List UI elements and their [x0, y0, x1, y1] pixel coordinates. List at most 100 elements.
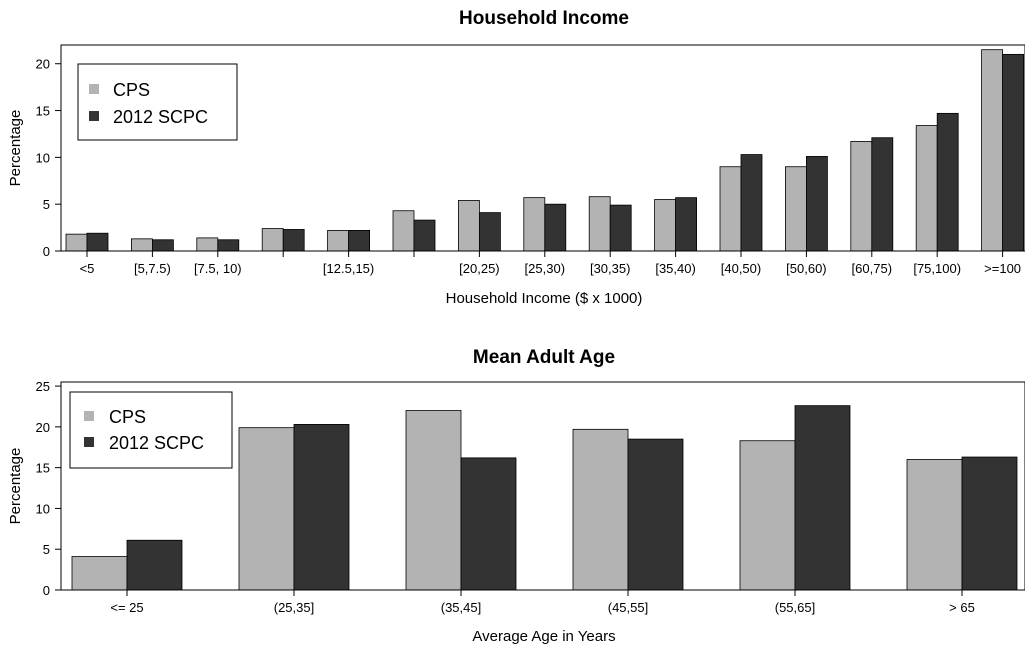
age-legend-label-cps: CPS	[109, 407, 146, 427]
income-legend-box	[77, 63, 238, 141]
income-legend-label-cps: CPS	[113, 80, 150, 100]
income-x-tick-label-14: >=100	[984, 261, 1021, 276]
age-bar-scpc-1	[293, 424, 350, 591]
age-y-tick-label-1: 5	[43, 542, 50, 557]
income-x-axis-label: Household Income ($ x 1000)	[446, 290, 643, 307]
age-chart-title: Mean Adult Age	[473, 347, 615, 368]
income-bar-scpc-8	[609, 204, 632, 252]
income-bars	[65, 49, 1024, 252]
age-plot-frame	[60, 381, 1025, 591]
income-plot-frame	[60, 44, 1025, 252]
age-legend-label-scpc: 2012 SCPC	[109, 433, 204, 453]
income-y-tick-label-4: 20	[36, 57, 50, 72]
age-bar-cps-1	[238, 427, 295, 591]
age-bar-scpc-0	[126, 539, 183, 591]
age-bar-cps-3	[572, 428, 629, 591]
income-bar-cps-7	[523, 197, 546, 252]
income-x-tick-label-4: [12.5,15)	[323, 261, 374, 276]
income-bar-cps-0	[65, 233, 88, 252]
age-y-tick-label-2: 10	[36, 501, 50, 516]
income-bar-cps-13	[915, 125, 938, 252]
income-x-tick-label-2: [7.5, 10)	[194, 261, 242, 276]
age-bars	[71, 405, 1018, 591]
age-legend-swatch-scpc	[84, 437, 94, 447]
income-bar-scpc-6	[478, 212, 501, 252]
income-bar-cps-14	[981, 49, 1003, 252]
age-x-tick-label-3: (45,55]	[608, 600, 648, 615]
income-bar-cps-6	[457, 200, 480, 252]
income-bar-scpc-5	[413, 219, 436, 252]
income-bar-scpc-12	[871, 137, 894, 252]
income-legend-swatch-cps	[89, 84, 99, 94]
age-bar-cps-2	[405, 410, 462, 591]
age-y-tick-label-0: 0	[43, 583, 50, 598]
income-y-axis-label: Percentage	[7, 110, 24, 187]
income-y-tick-label-3: 15	[36, 104, 50, 119]
income-bar-scpc-7	[544, 203, 567, 252]
age-x-axis: <= 25 (25,35] (35,45] (45,55] (55,65] > 65	[110, 590, 975, 615]
age-bar-cps-4	[739, 440, 796, 591]
age-legend-box	[69, 391, 233, 469]
income-x-tick-label-9: [35,40)	[655, 261, 695, 276]
income-bar-scpc-1	[151, 239, 174, 252]
income-bar-cps-5	[392, 210, 415, 252]
income-x-tick-label-11: [50,60)	[786, 261, 826, 276]
income-bar-cps-3	[261, 228, 284, 252]
income-panel: Household Income 0 5 10 15 20 <5 [5,7.5) [7.5,…	[7, 8, 1025, 307]
age-y-axis-label: Percentage	[7, 448, 24, 525]
age-y-tick-label-4: 20	[36, 420, 50, 435]
income-bar-cps-11	[785, 166, 807, 252]
income-x-tick-label-8: [30,35)	[590, 261, 630, 276]
income-bar-scpc-9	[675, 197, 697, 252]
income-x-tick-label-10: [40,50)	[721, 261, 761, 276]
income-bar-cps-1	[130, 238, 153, 252]
income-bar-scpc-10	[740, 154, 763, 252]
age-bar-cps-0	[71, 556, 128, 591]
age-bar-scpc-5	[961, 456, 1018, 591]
income-y-tick-label-1: 5	[43, 197, 50, 212]
income-legend-swatch-scpc	[89, 111, 99, 121]
income-bar-scpc-11	[806, 156, 828, 252]
age-x-tick-label-1: (25,35]	[274, 600, 314, 615]
income-bar-scpc-4	[348, 229, 371, 252]
income-legend: CPS 2012 SCPC	[77, 63, 238, 141]
age-bar-scpc-4	[794, 405, 851, 591]
income-x-tick-label-6: [20,25)	[459, 261, 499, 276]
income-legend-label-scpc: 2012 SCPC	[113, 107, 208, 127]
income-bar-scpc-2	[217, 239, 240, 252]
income-bar-scpc-14	[1002, 53, 1024, 252]
age-panel: Mean Adult Age 0 5 10 15 20 25 <= 25 (25,35] (3…	[7, 347, 1025, 645]
age-legend-swatch-cps	[84, 411, 94, 421]
income-bar-cps-12	[850, 141, 873, 252]
age-x-axis-label: Average Age in Years	[472, 628, 615, 645]
income-x-tick-label-7: [25,30)	[525, 261, 565, 276]
income-bar-cps-2	[196, 237, 219, 252]
income-y-tick-label-0: 0	[43, 244, 50, 259]
income-bar-scpc-3	[282, 229, 305, 252]
income-bar-cps-10	[719, 166, 742, 252]
age-legend: CPS 2012 SCPC	[69, 391, 233, 469]
income-bar-scpc-0	[86, 232, 109, 252]
income-x-tick-label-12: [60,75)	[852, 261, 892, 276]
age-x-tick-label-0: <= 25	[110, 600, 143, 615]
income-x-tick-label-13: [75,100)	[913, 261, 961, 276]
income-y-axis: 0 5 10 15 20	[36, 57, 61, 259]
age-x-tick-label-2: (35,45]	[441, 600, 481, 615]
age-bar-cps-5	[906, 459, 963, 591]
age-x-tick-label-5: > 65	[949, 600, 975, 615]
income-x-axis: <5 [5,7.5) [7.5, 10) [12.5,15) [20,25) [25,30…	[80, 251, 1021, 276]
age-x-tick-label-4: (55,65]	[775, 600, 815, 615]
age-bar-scpc-3	[627, 438, 684, 591]
age-y-tick-label-3: 15	[36, 461, 50, 476]
income-bar-scpc-13	[936, 112, 959, 252]
age-bar-scpc-2	[460, 457, 517, 591]
income-bar-cps-4	[327, 229, 350, 252]
income-chart-title: Household Income	[459, 8, 629, 29]
income-bar-cps-8	[588, 196, 611, 252]
income-x-tick-label-0: <5	[80, 261, 95, 276]
age-y-tick-label-5: 25	[36, 379, 50, 394]
age-y-axis: 0 5 10 15 20 25	[36, 379, 61, 598]
income-x-tick-label-1: [5,7.5)	[134, 261, 171, 276]
income-y-tick-label-2: 10	[36, 150, 50, 165]
